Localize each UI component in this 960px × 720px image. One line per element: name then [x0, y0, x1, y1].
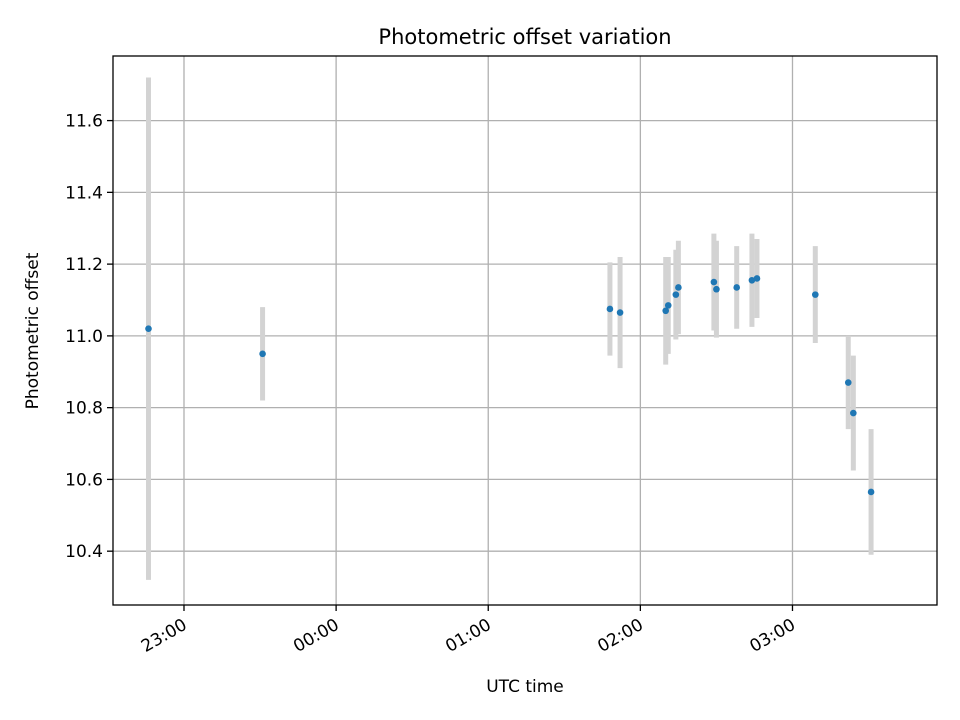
y-tick-label: 10.8: [65, 399, 103, 419]
data-point: [753, 275, 761, 282]
y-axis-label: Photometric offset: [23, 252, 43, 409]
data-point: [606, 305, 614, 313]
plot-frame: [112, 55, 938, 606]
data-point: [867, 488, 875, 496]
y-tick-label: 10.4: [65, 542, 103, 562]
data-point: [672, 291, 680, 298]
data-point: [662, 307, 670, 315]
y-tick-label: 11.4: [65, 183, 103, 203]
grid-lines: [113, 56, 937, 605]
y-tick-label: 11.6: [65, 112, 103, 132]
data-point: [675, 284, 682, 291]
data-point: [713, 285, 720, 293]
data-point: [259, 350, 266, 358]
data-point: [748, 276, 756, 284]
data-point: [844, 379, 852, 386]
y-tick-label: 11.2: [65, 255, 103, 275]
data-point: [850, 409, 857, 417]
y-tick-label: 10.6: [65, 470, 103, 490]
y-tick-label: 11.0: [65, 327, 103, 347]
data-point: [710, 278, 718, 286]
x-axis-label: UTC time: [486, 677, 564, 697]
data-points: [145, 275, 875, 496]
data-point: [664, 302, 672, 309]
data-point: [812, 291, 819, 298]
chart-title: Photometric offset variation: [378, 25, 671, 49]
data-point: [733, 284, 741, 291]
data-point: [616, 309, 624, 316]
data-point: [145, 325, 152, 333]
